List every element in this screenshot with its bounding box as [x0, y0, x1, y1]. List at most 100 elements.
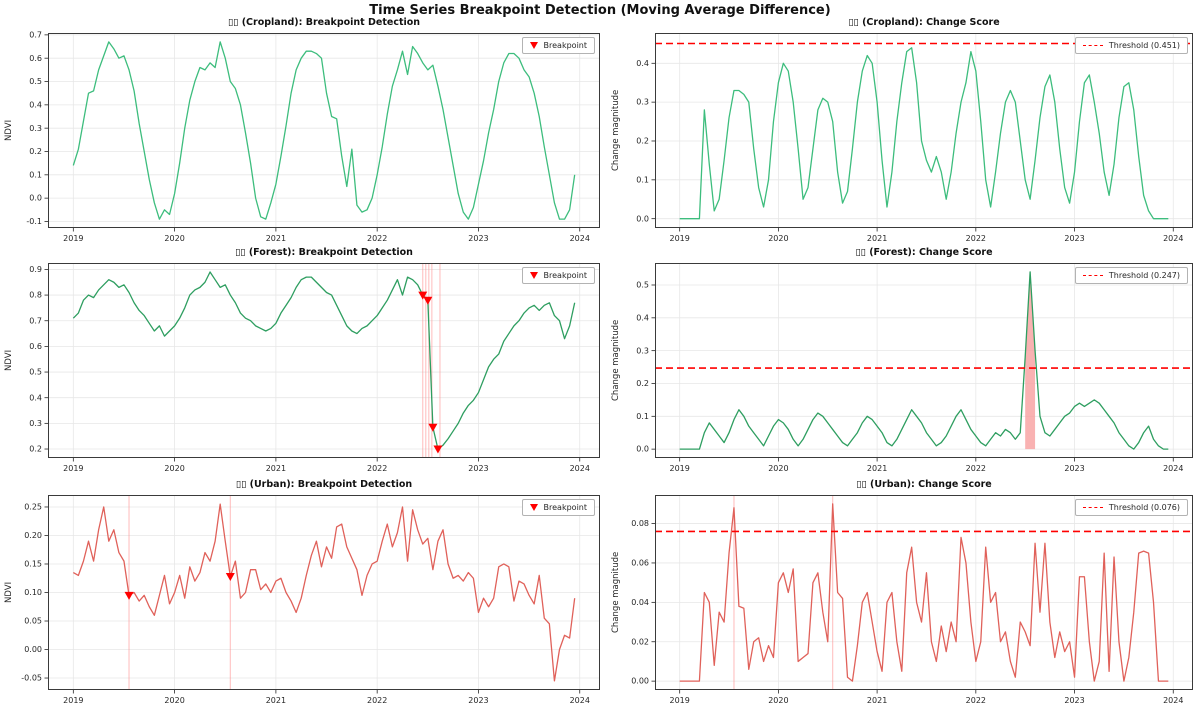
y-axis-label: Change magnitude	[611, 89, 621, 172]
x-tick-label: 2024	[570, 234, 590, 243]
y-tick-label: 0.7	[29, 30, 42, 39]
series-line	[72, 271, 576, 450]
x-tick-label: 2019	[669, 696, 689, 705]
breakpoint-marker-icon	[529, 504, 538, 511]
breakpoint-marker	[225, 573, 235, 582]
y-tick-label: 0.20	[24, 531, 42, 540]
series-line	[679, 271, 1169, 450]
y-tick-label: 0.3	[29, 419, 42, 428]
y-tick-label: 0.00	[24, 645, 42, 654]
axes-spines	[48, 495, 600, 690]
legend: Threshold (0.076)	[1074, 499, 1188, 516]
y-tick-label: 0.6	[29, 54, 42, 63]
breakpoint-marker	[423, 296, 433, 305]
x-tick-label: 2024	[1163, 464, 1183, 473]
axes-spines	[48, 33, 600, 228]
y-tick-label: 0.8	[29, 291, 42, 300]
y-tick-label: 0.2	[29, 445, 42, 454]
y-tick-label: 0.5	[636, 281, 649, 290]
x-tick-label: 2020	[164, 696, 184, 705]
x-tick-label: 2020	[768, 464, 788, 473]
breakpoint-marker	[433, 445, 443, 454]
x-tick-label: 2021	[867, 696, 887, 705]
panel-cropland-breakpoint-detection: ▯▯ (Cropland): Breakpoint Detection NDVI…	[4, 17, 600, 243]
axis-ticks: 2019 2020 2021 2022 2023 2024 -0.05 0.00 0.05 0.1…	[21, 503, 590, 705]
panel-forest-change-score: ▯▯ (Forest): Change Score Change magnitu…	[611, 247, 1193, 473]
y-tick-label: 0.4	[29, 100, 42, 109]
x-tick-label: 2024	[570, 696, 590, 705]
y-tick-label: 0.5	[29, 77, 42, 86]
breakpoint-marker	[418, 291, 428, 300]
panel-urban-breakpoint-detection: ▯▯ (Urban): Breakpoint Detection NDVI 20…	[4, 479, 600, 705]
series-line	[73, 503, 576, 682]
x-tick-label: 2023	[1064, 234, 1084, 243]
panel-title: ▯▯ (Urban): Change Score	[856, 479, 992, 490]
legend: Threshold (0.451)	[1074, 37, 1188, 54]
x-tick-label: 2021	[867, 234, 887, 243]
y-tick-label: 0.10	[24, 588, 42, 597]
urban-score-plot: 2019 2020 2021 2022 2023 2024 0.00 0.02 0.04 0.06…	[631, 495, 1193, 705]
x-tick-label: 2022	[367, 234, 387, 243]
y-tick-label: 0.4	[29, 393, 42, 402]
cropland-score-plot: 2019 2020 2021 2022 2023 2024 0.0 0.1 0.2 0.3 0.4	[636, 33, 1193, 243]
y-tick-label: 0.02	[631, 637, 649, 646]
y-tick-label: 0.04	[631, 598, 649, 607]
legend-label: Breakpoint	[543, 41, 587, 50]
x-tick-label: 2019	[63, 464, 83, 473]
series-line	[72, 41, 576, 220]
grid	[655, 263, 1193, 458]
legend: Breakpoint	[521, 499, 595, 516]
panel-urban-change-score: ▯▯ (Urban): Change Score Change magnitud…	[611, 479, 1193, 705]
cropland-ndvi-plot: 2019 2020 2021 2022 2023 2024 -0.1 0.0 0.1 0.2 0.3…	[26, 30, 600, 243]
x-tick-label: 2023	[1064, 464, 1084, 473]
panel-cropland-change-score: ▯▯ (Cropland): Change Score Change magni…	[611, 17, 1193, 243]
y-tick-label: 0.05	[24, 617, 42, 626]
y-tick-label: 0.4	[636, 59, 649, 68]
y-tick-label: 0.7	[29, 316, 42, 325]
x-tick-label: 2021	[266, 234, 286, 243]
y-axis-label: NDVI	[4, 119, 14, 142]
y-tick-label: 0.0	[29, 194, 42, 203]
x-tick-label: 2022	[367, 464, 387, 473]
x-tick-label: 2019	[669, 464, 689, 473]
x-tick-label: 2023	[468, 696, 488, 705]
axis-ticks: 2019 2020 2021 2022 2023 2024 0.0 0.1 0.2 0.3 0.4 0…	[636, 281, 1183, 473]
x-tick-label: 2024	[570, 464, 590, 473]
axes-spines	[48, 263, 600, 458]
figure-title: Time Series Breakpoint Detection (Moving…	[369, 3, 831, 18]
x-tick-label: 2020	[164, 464, 184, 473]
x-tick-label: 2023	[468, 234, 488, 243]
breakpoint-marker-icon	[529, 42, 538, 49]
x-tick-label: 2023	[1064, 696, 1084, 705]
threshold-line-icon	[1082, 275, 1103, 276]
x-tick-label: 2019	[63, 234, 83, 243]
panel-forest-breakpoint-detection: ▯▯ (Forest): Breakpoint Detection NDVI 2…	[4, 247, 600, 473]
legend-label: Breakpoint	[543, 503, 587, 512]
panel-title: ▯▯ (Forest): Change Score	[855, 247, 993, 258]
y-tick-label: 0.1	[636, 175, 649, 184]
grid	[48, 33, 600, 228]
x-tick-label: 2021	[266, 464, 286, 473]
y-tick-label: 0.5	[29, 368, 42, 377]
x-tick-label: 2020	[164, 234, 184, 243]
y-tick-label: 0.3	[29, 124, 42, 133]
panel-title: ▯▯ (Urban): Breakpoint Detection	[235, 479, 413, 490]
y-tick-label: 0.25	[24, 503, 42, 512]
y-axis-label: NDVI	[4, 581, 14, 604]
axes-spines	[655, 263, 1193, 458]
grid	[48, 263, 600, 458]
forest-ndvi-plot: 2019 2020 2021 2022 2023 2024 0.2 0.3 0.4 0.5 0.6 0…	[29, 263, 600, 473]
x-tick-label: 2021	[266, 696, 286, 705]
forest-score-plot: 2019 2020 2021 2022 2023 2024 0.0 0.1 0.2 0.3 0.4 0…	[636, 263, 1193, 473]
axes-spines	[655, 495, 1193, 690]
panel-title: ▯▯ (Cropland): Change Score	[848, 17, 1000, 28]
axes-spines	[655, 33, 1193, 228]
x-tick-label: 2022	[966, 234, 986, 243]
legend-label: Breakpoint	[543, 271, 587, 280]
y-axis-label: Change magnitude	[611, 551, 621, 634]
threshold-line-icon	[1082, 507, 1103, 508]
x-tick-label: 2022	[966, 696, 986, 705]
axis-ticks: 2019 2020 2021 2022 2023 2024 0.00 0.02 0.04 0.06…	[631, 519, 1183, 705]
y-tick-label: 0.15	[24, 560, 42, 569]
threshold-line-icon	[1082, 45, 1103, 46]
